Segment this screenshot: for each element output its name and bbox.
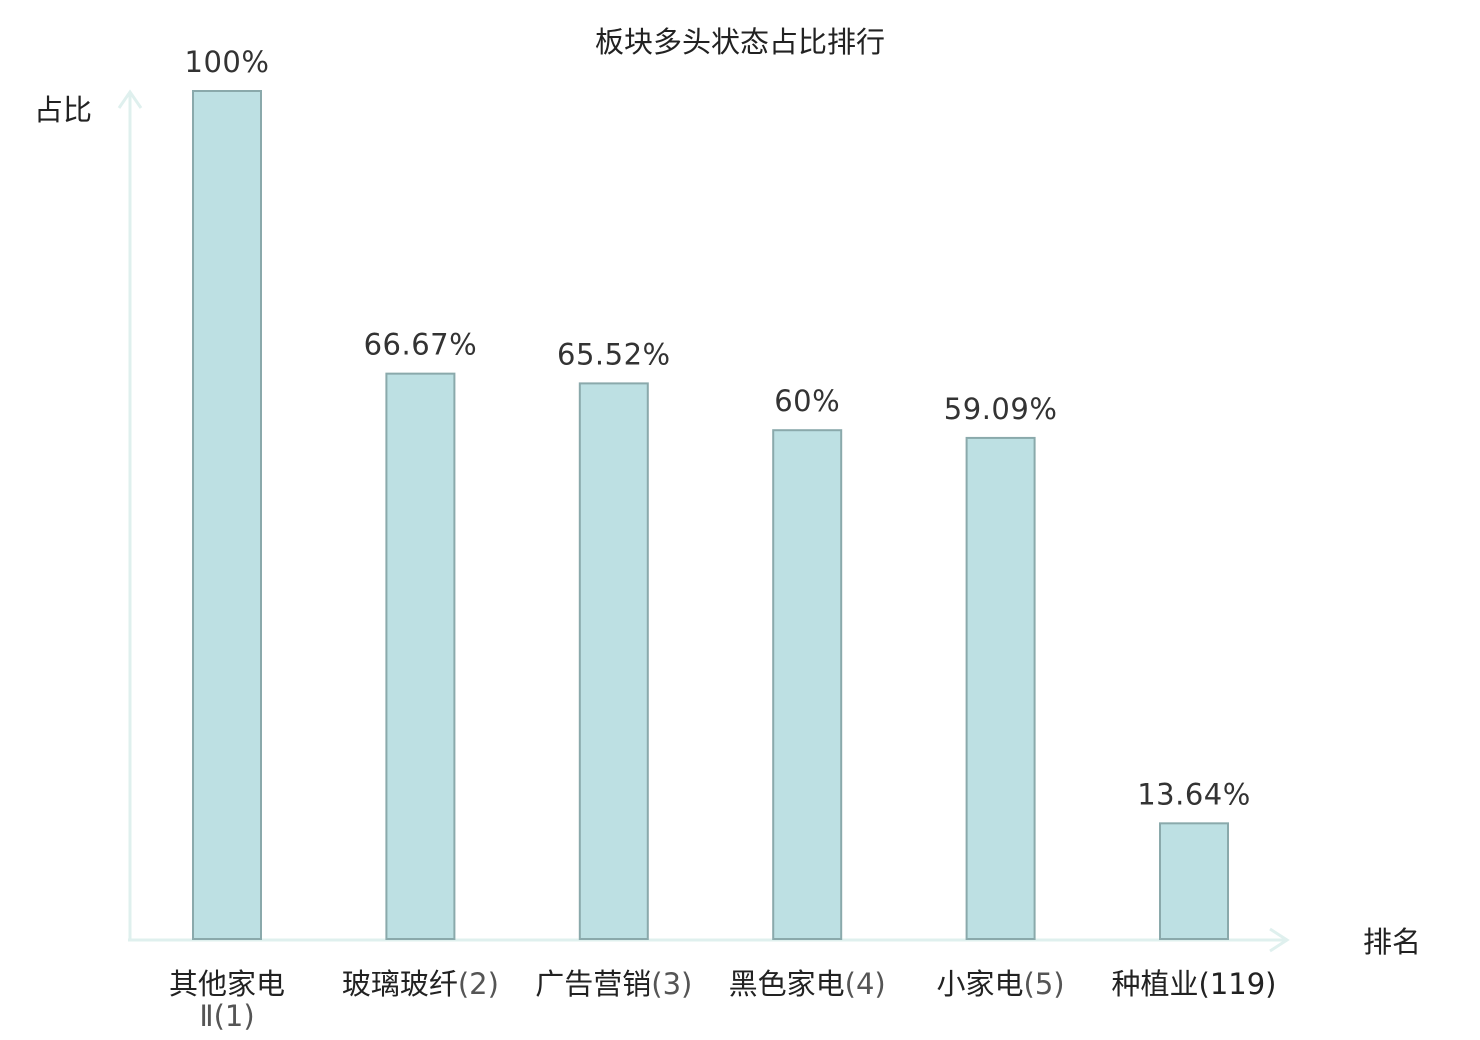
y-axis-arrow [117,89,143,109]
x-tick-rank: (4) [845,967,886,1001]
bar [192,90,262,940]
bars-group [192,90,1229,941]
x-axis-arrow [1269,927,1290,953]
bar-value-label: 59.09% [944,392,1058,426]
x-tick-rank: (5) [1024,967,1065,1001]
x-tick-rank: (2) [458,967,499,1001]
bar-value-label: 100% [185,45,270,79]
x-tick-rank: (3) [651,967,692,1001]
bar [578,382,649,941]
bar-value-label: 13.64% [1137,777,1251,811]
x-tick-label: 黑色家电(4) [729,967,886,1001]
x-tick-label: 种植业(119) [1112,967,1277,1001]
x-tick-label: 小家电(5) [937,967,1065,1001]
x-tick-name-wrap: Ⅱ [199,999,213,1033]
bar-value-label: 65.52% [557,337,671,371]
tick-labels-group: 其他家电 Ⅱ(1)玻璃玻纤(2) 广告营销(3) 黑色家电(4) 小家电(5) 种植业(1… [169,967,1277,1033]
bar [385,372,456,940]
x-tick-label: 玻璃玻纤(2) [342,967,499,1001]
bar-value-label: 60% [774,384,840,418]
x-tick-label: 其他家电 Ⅱ(1) [169,967,285,1033]
x-axis-label: 排名 [1363,925,1421,959]
x-tick-rank: (119) [1199,967,1277,1001]
bar [1159,822,1229,941]
x-tick-name: 其他家电 [169,967,285,1001]
x-tick-label: 广告营销(3) [535,967,692,1001]
y-axis-label: 占比 [34,93,92,127]
x-tick-name: 种植业 [1112,967,1199,1001]
x-tick-name: 玻璃玻纤 [342,967,458,1001]
x-tick-name: 黑色家电 [729,967,845,1001]
x-tick-name: 小家电 [937,967,1024,1001]
bar-value-label: 66.67% [364,328,478,362]
axes [117,89,1290,953]
x-tick-rank: (1) [214,999,255,1033]
x-tick-name: 广告营销 [535,967,651,1001]
bar [772,429,843,940]
bar [965,436,1036,940]
chart-title: 板块多头状态占比排行 [595,25,885,59]
value-labels-group: 100% 66.67% 65.52% 60% 59.09% 13.64% [185,45,1251,811]
